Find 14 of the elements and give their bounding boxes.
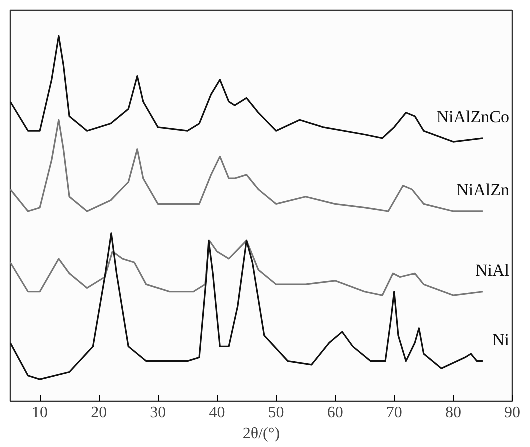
series-label: NiAlZnCo bbox=[436, 107, 510, 126]
x-axis-title: 2θ/(°) bbox=[242, 426, 280, 442]
x-tick-label: 60 bbox=[327, 404, 344, 422]
x-tick-label: 30 bbox=[150, 404, 166, 422]
x-tick-label: 40 bbox=[209, 404, 226, 422]
series-label: NiAlZn bbox=[456, 180, 510, 200]
x-tick-label: 80 bbox=[445, 404, 462, 422]
series-label: NiAl bbox=[476, 260, 510, 280]
x-tick-label: 50 bbox=[268, 404, 284, 422]
x-tick-label: 70 bbox=[386, 404, 402, 422]
x-tick-label: 90 bbox=[504, 404, 520, 422]
series-label: Ni bbox=[492, 330, 510, 350]
x-tick-label: 20 bbox=[91, 404, 108, 422]
x-tick-label: 10 bbox=[32, 404, 48, 422]
